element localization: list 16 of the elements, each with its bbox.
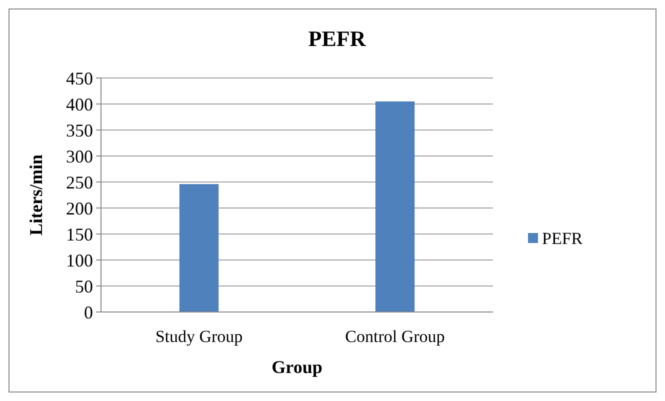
y-tick-label: 350 <box>66 120 93 140</box>
y-tick-label: 0 <box>84 302 93 322</box>
y-tick-label: 150 <box>66 224 93 244</box>
y-tick-label: 200 <box>66 198 93 218</box>
chart-title: PEFR <box>308 26 367 51</box>
y-axis-title: Liters/min <box>26 154 46 236</box>
y-tick-label: 50 <box>75 276 93 296</box>
x-axis-title: Group <box>272 357 322 377</box>
y-tick-label: 100 <box>66 250 93 270</box>
x-tick-label: Study Group <box>155 327 243 346</box>
legend-label: PEFR <box>542 228 584 248</box>
y-tick-label: 400 <box>66 94 93 114</box>
y-tick-label: 250 <box>66 172 93 192</box>
x-tick-label: Control Group <box>345 327 445 346</box>
y-tick-label: 450 <box>66 68 93 88</box>
y-tick-label: 300 <box>66 146 93 166</box>
